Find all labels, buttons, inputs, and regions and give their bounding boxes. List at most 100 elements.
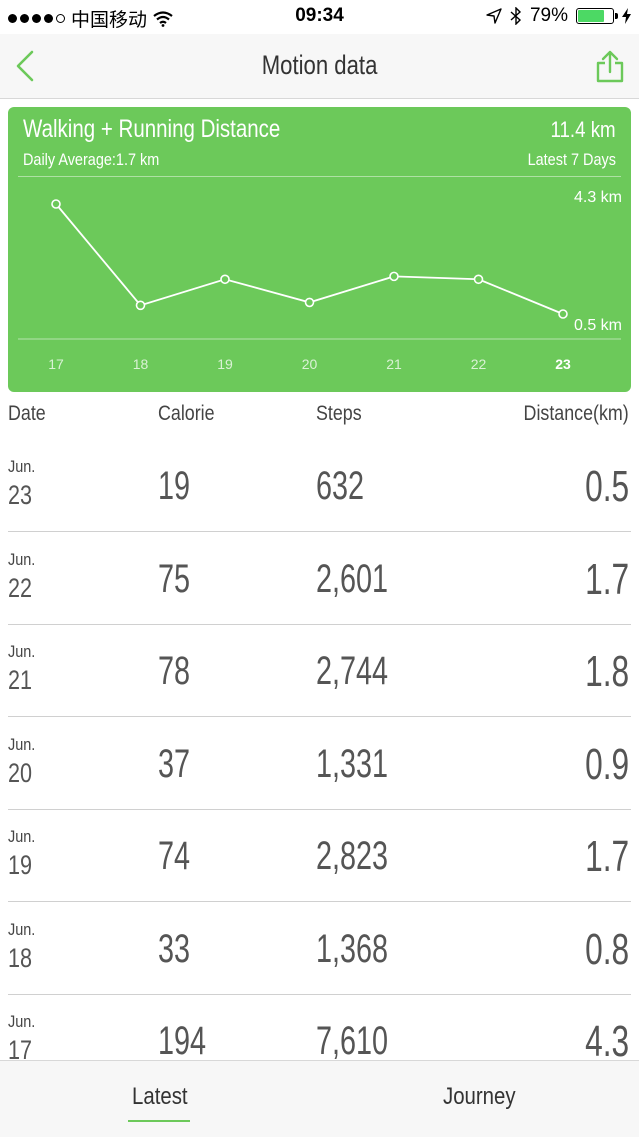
row-divider: [8, 716, 631, 717]
header-distance: Distance(km): [505, 402, 629, 426]
row-month-text: Jun.: [8, 1012, 36, 1031]
row-distance: 0.5: [568, 462, 629, 512]
row-calorie-text: 33: [158, 926, 191, 971]
row-distance-text: 0.8: [584, 924, 629, 974]
signal-icon: [8, 14, 65, 23]
x-tick-label: 21: [386, 356, 402, 372]
row-month: Jun.: [8, 827, 40, 847]
charging-icon: [622, 8, 631, 24]
active-tab-indicator: [128, 1120, 190, 1122]
daily-average-text: Daily Average:1.7 km: [23, 150, 160, 169]
x-tick-label: 18: [133, 356, 149, 372]
row-distance: 1.7: [568, 832, 629, 882]
row-distance-text: 4.3: [584, 1017, 629, 1060]
battery-percent: 79%: [529, 5, 568, 26]
row-day-text: 21: [8, 665, 33, 695]
row-steps-text: 632: [316, 464, 365, 508]
tab-journey[interactable]: Journey: [443, 1083, 528, 1111]
row-day-text: 22: [8, 572, 33, 603]
data-point: [220, 274, 230, 285]
row-calorie: 194: [158, 1019, 225, 1060]
row-month-text: Jun.: [8, 642, 36, 661]
row-day-text: 23: [8, 480, 33, 510]
wifi-icon: [153, 10, 173, 27]
row-calorie-text: 19: [158, 464, 191, 508]
series-line: [55, 203, 564, 315]
row-month: Jun.: [8, 550, 40, 570]
row-distance: 4.3: [568, 1017, 629, 1060]
row-day: 20: [8, 758, 38, 789]
card-total: 11.4 km: [539, 117, 616, 143]
row-steps-text: 1,331: [316, 741, 389, 786]
battery-icon: [576, 8, 618, 24]
row-steps: 7,610: [316, 1019, 416, 1060]
table-row: Jun. 23 19 632 0.5: [0, 440, 639, 532]
row-month: Jun.: [8, 457, 40, 477]
x-tick-label: 22: [471, 356, 487, 372]
date-range: Latest 7 Days: [512, 150, 616, 170]
tab-latest[interactable]: Latest: [132, 1083, 197, 1111]
x-tick-label: 19: [217, 356, 233, 372]
row-day: 19: [8, 850, 38, 881]
data-point: [135, 300, 146, 311]
row-distance-text: 1.7: [584, 832, 629, 881]
row-month: Jun.: [8, 642, 40, 662]
row-calorie: 33: [158, 927, 203, 972]
row-month-text: Jun.: [8, 734, 36, 754]
page-title: Motion data: [0, 50, 639, 81]
row-calorie-text: 78: [158, 649, 191, 693]
row-steps-text: 1,368: [316, 926, 389, 971]
tab-bar: Latest Journey: [0, 1060, 639, 1137]
y-min-label: 0.5 km: [574, 317, 622, 334]
row-calorie: 37: [158, 742, 203, 787]
row-calorie: 19: [158, 464, 203, 509]
row-distance: 0.8: [568, 925, 629, 975]
status-time: 09:34: [295, 5, 344, 26]
row-calorie-text: 75: [158, 556, 191, 601]
card-title: Walking + Running Distance: [23, 115, 337, 144]
row-day: 22: [8, 573, 38, 604]
table-header: Date Calorie Steps Distance(km): [0, 402, 639, 438]
row-distance-text: 0.5: [584, 462, 629, 511]
page-title-text: Motion data: [261, 50, 378, 80]
row-distance: 1.7: [568, 555, 629, 605]
row-day-text: 20: [8, 757, 33, 788]
back-button[interactable]: [12, 48, 42, 84]
row-steps-text: 7,610: [316, 1019, 389, 1060]
y-max-label: 4.3 km: [574, 189, 622, 206]
header-calorie-text: Calorie: [158, 402, 215, 425]
card-title-text: Walking + Running Distance: [23, 115, 281, 143]
row-divider: [8, 531, 631, 532]
row-month: Jun.: [8, 920, 40, 940]
location-icon: [486, 8, 502, 24]
status-right: 79%: [486, 5, 631, 27]
row-divider: [8, 993, 631, 995]
row-calorie-text: 37: [158, 741, 191, 786]
share-icon: [596, 50, 624, 83]
distance-chart-card: Walking + Running Distance 11.4 km Daily…: [8, 107, 631, 392]
header-steps: Steps: [316, 402, 370, 426]
row-distance-text: 1.8: [584, 647, 629, 696]
data-point: [304, 297, 315, 308]
tab-latest-label: Latest: [132, 1083, 188, 1110]
row-distance: 0.9: [568, 740, 629, 790]
table-row: Jun. 19 74 2,823 1.7: [0, 810, 639, 902]
share-button[interactable]: [595, 48, 625, 84]
date-range-text: Latest 7 Days: [527, 150, 616, 169]
table-row: Jun. 21 78 2,744 1.8: [0, 625, 639, 717]
table-row: Jun. 18 33 1,368 0.8: [0, 903, 639, 995]
row-calorie: 74: [158, 834, 203, 879]
row-distance: 1.8: [568, 647, 629, 697]
card-divider: [18, 176, 621, 177]
daily-average: Daily Average:1.7 km: [23, 150, 183, 170]
tab-journey-label: Journey: [443, 1083, 516, 1110]
row-steps-text: 2,744: [316, 649, 389, 693]
row-calorie-text: 74: [158, 834, 191, 878]
data-point: [51, 199, 61, 209]
row-day: 21: [8, 665, 38, 696]
row-steps: 2,744: [316, 649, 416, 694]
row-day-text: 18: [8, 942, 33, 973]
row-month: Jun.: [8, 1012, 40, 1032]
table-row: Jun. 17 194 7,610 4.3: [0, 995, 639, 1060]
row-steps: 2,823: [316, 834, 416, 879]
